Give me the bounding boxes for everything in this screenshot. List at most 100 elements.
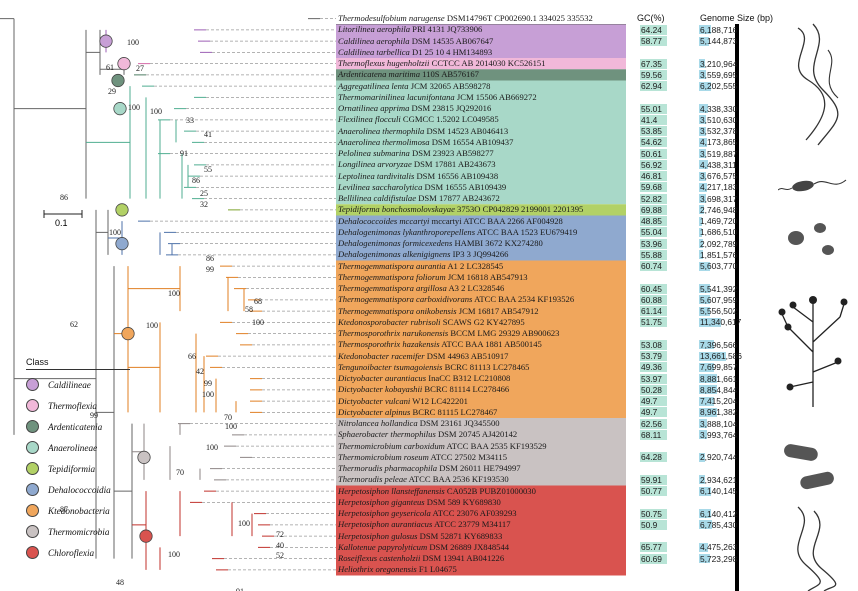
taxon-label: Thermosporothrix narukonensis BCCM LMG 2… — [338, 328, 560, 338]
genome-size-value: 5,541,392 — [700, 283, 738, 294]
genome-size-value: 6,202,555 — [700, 81, 738, 91]
taxon-label: Anaerolinea thermolimosa DSM 16554 AB109… — [338, 136, 514, 147]
genome-size-bar — [699, 250, 703, 260]
gc-value: 65.77 — [640, 542, 667, 553]
gc-value: 64.24 — [640, 24, 667, 35]
taxon-label: Thermosporothrix hazakensis ATCC BAA 188… — [338, 339, 542, 350]
legend-label: Thermomicrobia — [48, 526, 110, 537]
genome-size-bar — [699, 284, 710, 293]
legend-label: Dehalococcoidia — [48, 484, 111, 495]
genome-size-value: 5,723,298 — [700, 553, 738, 564]
genome-size-bar — [699, 475, 705, 485]
genome-size-value: 3,888,104 — [700, 418, 738, 429]
legend-label: Chloroflexia — [48, 547, 95, 558]
gc-value: 60.74 — [640, 261, 667, 271]
genome-size-value: 5,144,873 — [700, 36, 738, 46]
taxon-label: Thermomarinilinea lacunifontana JCM 1550… — [338, 91, 537, 102]
taxon-label: Ornatilinea apprima DSM 23815 JQ292016 — [338, 103, 492, 113]
genome-size-bar — [699, 137, 707, 147]
taxon-label: Herpetosiphon giganteus DSM 589 KY689830 — [338, 496, 501, 507]
genome-size-bar — [699, 160, 708, 170]
gc-value: 68.11 — [640, 429, 667, 440]
taxon-label: Litorilinea aerophila PRI 4131 JQ733906 — [338, 24, 483, 35]
genome-size-bar — [699, 81, 711, 91]
genome-size-value: 1,851,576 — [700, 249, 738, 260]
right-divider-bar — [735, 24, 739, 591]
class-band-thermoflexia — [336, 58, 626, 70]
legend-label: Ardenticatenia — [48, 421, 103, 432]
genome-size-bar — [699, 104, 708, 113]
gc-value: 55.88 — [640, 249, 667, 260]
genome-size-value: 3,698,317 — [700, 193, 738, 204]
taxon-label: Dehalogenimonas formicexedens HAMBI 3672… — [338, 238, 543, 248]
genome-size-value: 7,396,566 — [700, 339, 738, 350]
gc-value: 61.14 — [640, 306, 667, 316]
clade-node-thermoflexia — [117, 57, 131, 71]
gc-value: 50.77 — [640, 486, 667, 496]
bootstrap-value: 58 — [245, 305, 253, 314]
clade-node-ardenticatenia — [111, 73, 125, 88]
taxon-label: Ktedonosporobacter rubrisoli SCAWS G2 KY… — [338, 316, 525, 327]
legend-title: Class — [26, 357, 49, 367]
genome-size-bar — [699, 171, 706, 181]
gc-value: 60.88 — [640, 294, 667, 305]
genome-size-value: 4,217,183 — [700, 182, 738, 193]
gc-value: 56.92 — [640, 159, 667, 170]
taxon-label: Dictyobacter kobayashii BCRC 81114 LC278… — [338, 384, 510, 395]
bootstrap-value: 41 — [204, 130, 212, 139]
genome-size-bar — [699, 407, 717, 417]
bootstrap-value: 100 — [128, 103, 140, 112]
taxon-label: Levilinea saccharolytica DSM 16555 AB109… — [338, 181, 507, 192]
genome-size-value: 1,469,720 — [700, 216, 738, 226]
genome-size-value: 6,140,412 — [700, 508, 738, 519]
class-band-dehalococcoidia — [336, 215, 626, 261]
genome-size-value: 4,173,865 — [700, 137, 738, 148]
genome-size-header: Genome Size (bp) — [700, 13, 774, 23]
taxon-label: Sphaerobacter thermophilus DSM 20745 AJ4… — [338, 429, 518, 440]
taxon-label: Flexilinea flocculi CGMCC 1.5202 LC04958… — [338, 114, 499, 125]
bootstrap-value: 100 — [206, 443, 218, 452]
legend-swatch — [26, 378, 39, 391]
bootstrap-value: 87 — [60, 505, 68, 514]
taxon-label: Thermogemmatispora onikobensis JCM 16817… — [338, 305, 539, 316]
genome-size-bar — [699, 149, 706, 158]
legend-item-caldilineae: Caldilineae — [26, 374, 144, 395]
clade-node-anaerolineae — [113, 102, 127, 116]
genome-size-bar — [699, 194, 706, 203]
genome-size-value: 8,961,382 — [700, 407, 738, 418]
genome-size-value: 6,140,145 — [700, 486, 738, 496]
gc-value: 64.28 — [640, 452, 667, 463]
legend-label: Tepidiformia — [48, 463, 96, 474]
genome-size-bar — [699, 542, 708, 552]
bootstrap-value: 40 — [276, 541, 284, 550]
legend-item-ktedonobacteria: Ktedonobacteria — [26, 500, 144, 521]
genome-size-bar — [699, 419, 707, 428]
bootstrap-value: 48 — [116, 578, 124, 587]
gc-value: 52.82 — [640, 193, 667, 204]
genome-size-value: 3,676,575 — [700, 171, 738, 181]
gc-value: 49.7 — [640, 396, 667, 406]
gc-value: 53.97 — [640, 373, 667, 384]
taxon-label: Ardenticatena maritima 110S AB576167 — [338, 69, 479, 80]
genome-size-bar — [699, 554, 710, 563]
bootstrap-value: 100 — [202, 390, 214, 399]
bootstrap-value: 86 — [60, 193, 68, 202]
legend-item-anaerolineae: Anaerolineae — [26, 437, 144, 458]
bootstrap-value: 70 — [176, 468, 184, 477]
taxon-label: Herpetosiphon geysericola ATCC 23076 AF0… — [338, 508, 517, 518]
genome-size-bar — [699, 227, 702, 237]
bootstrap-value: 100 — [150, 107, 162, 116]
taxon-label: Thermodesulfobium narugense DSM14796T CP… — [338, 13, 593, 23]
scale-bar-label: 0.1 — [55, 218, 68, 228]
legend-swatch — [26, 483, 39, 496]
gc-value: 55.04 — [640, 227, 667, 238]
genome-size-bar — [699, 70, 706, 80]
legend-divider — [26, 369, 130, 370]
class-band-thermomicrobia — [336, 418, 626, 486]
legend-label: Thermoflexia — [48, 400, 97, 411]
bootstrap-value: 100 — [252, 318, 264, 327]
genome-size-bar — [699, 182, 707, 192]
chloroflexia-filament-icon — [797, 506, 837, 591]
taxon-label: Thermogemmatispora argillosa A3 2 LC3285… — [338, 283, 505, 293]
gc-value: 58.77 — [640, 36, 667, 46]
